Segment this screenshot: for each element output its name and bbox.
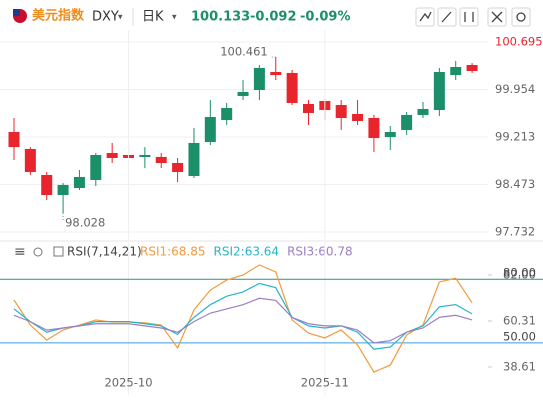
candle-body — [221, 107, 233, 121]
y-tick-label: 38.61 — [503, 359, 536, 373]
rsi-line — [13, 264, 473, 373]
y-tick-label: 98.473 — [495, 177, 535, 191]
collapse-icon[interactable]: ≡ — [14, 244, 26, 260]
price: 100.133 — [191, 10, 250, 25]
candle-body — [352, 113, 364, 121]
candle-body — [270, 71, 282, 76]
legend-entry: RSI2:63.64 — [214, 245, 280, 259]
candle-body — [384, 132, 396, 138]
low-label: 98.028 — [65, 216, 105, 230]
candle-body — [286, 72, 298, 103]
candle-body — [204, 117, 216, 143]
candle-body — [106, 152, 118, 158]
candle-body — [401, 114, 413, 130]
settings-icon[interactable] — [33, 247, 43, 257]
y-tick-label: 60.31 — [503, 313, 536, 327]
rsi-line — [13, 297, 473, 344]
candle-body — [24, 149, 36, 172]
y-tick-label: 82.00 — [503, 267, 536, 281]
candle-body — [433, 71, 445, 111]
change: -0.092 — [250, 10, 297, 25]
candle-body — [417, 108, 429, 115]
candle-body — [73, 176, 85, 188]
candle-body — [302, 103, 314, 113]
candle-body — [139, 154, 151, 157]
candle-body — [237, 92, 249, 96]
candle-body — [155, 156, 167, 163]
rsi-title: RSI(7,14,21) — [67, 245, 142, 259]
level-label: 50.00 — [503, 329, 536, 343]
symbol[interactable]: DXY — [92, 10, 119, 25]
toolbar — [415, 7, 531, 27]
tool-settings[interactable] — [511, 7, 531, 27]
legend-entry: RSI3:60.78 — [287, 245, 353, 259]
dropdown-arrow[interactable]: ▾ — [172, 13, 177, 23]
y-tick-label: 99.213 — [495, 130, 535, 144]
change-pct: -0.09% — [300, 10, 351, 25]
candle-body — [335, 105, 347, 118]
level-label: 80.00 — [503, 266, 536, 280]
candle-body — [450, 66, 462, 76]
y-tick-label: 99.954 — [495, 82, 535, 96]
candle-body — [57, 184, 69, 195]
tool-indicator[interactable] — [459, 7, 479, 27]
x-tick-label: 2025-11 — [301, 376, 349, 390]
dropdown-arrow[interactable]: ▾ — [118, 13, 123, 23]
candle-body — [8, 132, 20, 148]
candle-body — [368, 117, 380, 138]
candle-body — [466, 65, 478, 71]
candle-body — [90, 154, 102, 180]
rsi-line — [13, 282, 473, 350]
high-label: 100.461 — [220, 44, 268, 58]
flag-icon — [13, 9, 27, 23]
tool-draw[interactable] — [437, 7, 457, 27]
candle-body — [188, 142, 200, 177]
index-name: 美元指数 — [32, 8, 85, 24]
period[interactable]: 日K — [142, 10, 164, 25]
candle-body — [253, 67, 265, 91]
y-tick-label: 97.732 — [495, 224, 535, 238]
toggle-icon[interactable] — [53, 246, 64, 257]
legend-entry: RSI1:68.85 — [140, 245, 206, 259]
candle-body — [41, 174, 53, 195]
tool-fullscreen[interactable] — [487, 7, 507, 27]
y-tick-label: 100.695 — [495, 34, 543, 48]
x-tick-label: 2025-10 — [104, 376, 152, 390]
candle-body — [172, 162, 184, 172]
tool-line[interactable] — [415, 7, 435, 27]
